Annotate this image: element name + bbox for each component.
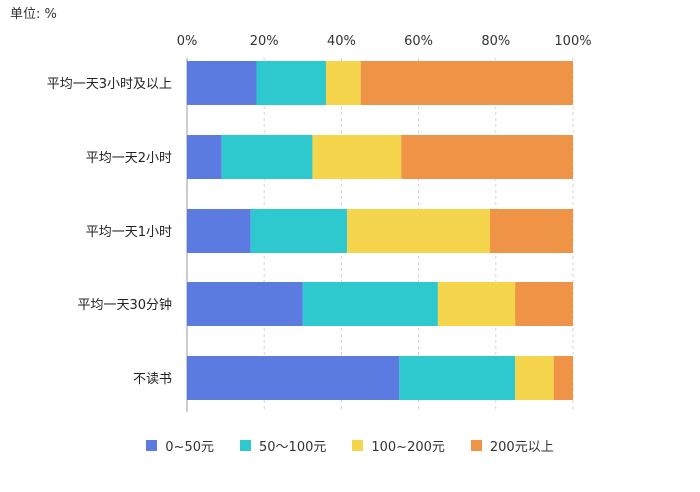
legend-item: 200元以上 — [470, 436, 554, 455]
bar-segment — [187, 209, 251, 253]
x-tick-label: 60% — [404, 34, 433, 49]
category-label: 不读书 — [133, 372, 172, 387]
legend-swatch — [146, 440, 158, 451]
chart-legend: 0~50元 50～100元 100~200元 200元以上 — [0, 436, 700, 455]
x-tick-label: 0% — [177, 34, 198, 49]
bar-segment — [187, 135, 222, 179]
bar-segment — [187, 61, 257, 105]
bar-segment — [187, 282, 303, 326]
bar-segment — [490, 209, 573, 253]
category-label: 平均一天1小时 — [86, 225, 172, 240]
legend-label: 200元以上 — [489, 440, 554, 455]
category-label: 平均一天3小时及以上 — [47, 77, 172, 92]
category-label: 平均一天30分钟 — [77, 297, 172, 313]
stacked-bar-chart: 0% 20% 40% 60% 80% 100% 平均一天3小时及以上平均一天2小时平均一天1… — [47, 34, 592, 412]
bar-segment — [401, 135, 573, 179]
x-tick-label: 80% — [481, 34, 510, 49]
bar-segment — [325, 61, 361, 105]
legend-item: 0~50元 — [146, 436, 214, 455]
bar-segment — [302, 282, 438, 326]
legend-label: 0~50元 — [165, 440, 214, 455]
bar-segment — [312, 135, 402, 179]
unit-label: 单位: % — [10, 7, 57, 22]
bar-segment — [221, 135, 313, 179]
x-tick-label: 40% — [327, 34, 356, 49]
legend-swatch — [470, 440, 482, 451]
x-tick-label: 100% — [554, 34, 591, 49]
x-tick-label: 20% — [250, 34, 279, 49]
bar-segment — [187, 356, 400, 400]
legend-item: 50～100元 — [240, 436, 326, 455]
bar-segment — [437, 282, 516, 326]
bar-segment — [399, 356, 516, 400]
bar-segment — [360, 61, 573, 105]
legend-label: 100~200元 — [371, 440, 445, 455]
legend-label: 50～100元 — [259, 440, 327, 455]
bar-segment — [553, 356, 573, 400]
category-label: 平均一天2小时 — [86, 151, 172, 166]
bar-segment — [515, 356, 554, 400]
bar-segment — [250, 209, 348, 253]
bar-segment — [347, 209, 491, 253]
legend-swatch — [240, 440, 251, 451]
bar-segment — [515, 282, 573, 326]
bar-segment — [256, 61, 326, 105]
legend-item: 100~200元 — [352, 436, 445, 455]
legend-swatch — [352, 440, 364, 451]
